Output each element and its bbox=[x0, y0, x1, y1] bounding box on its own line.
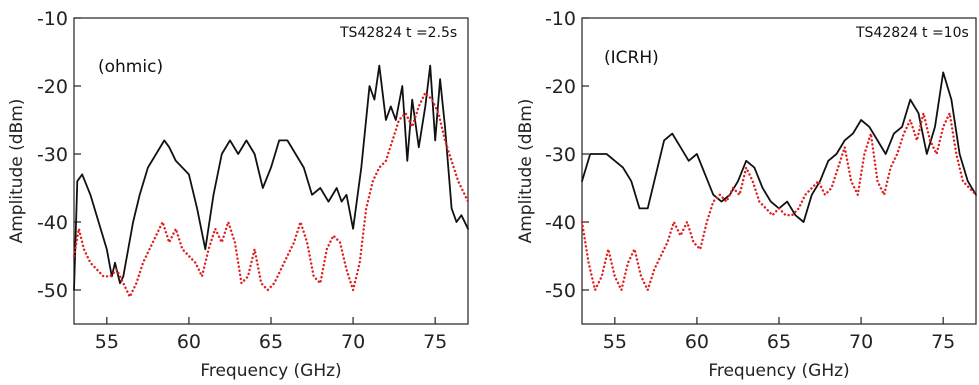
series-line-solid bbox=[581, 71, 977, 223]
x-tick-label: 70 bbox=[341, 331, 365, 353]
y-axis-label: Amplitude (dBm) bbox=[516, 99, 536, 244]
x-axis-label: Frequency (GHz) bbox=[200, 361, 341, 381]
y-tick-label: -10 bbox=[37, 8, 68, 30]
tick-group: 55 60 65 70 75 -10 -20 -30 -40 -50 bbox=[545, 8, 955, 353]
x-tick-label: 75 bbox=[423, 331, 447, 353]
x-axis-label: Frequency (GHz) bbox=[708, 361, 849, 381]
x-tick-label: 65 bbox=[767, 331, 791, 353]
shot-annotation: TS42824 bbox=[855, 25, 918, 41]
series-group bbox=[580, 71, 978, 292]
panel-ohmic: 55 60 65 70 75 -10 -20 -30 -40 -50 TS42824 t =2.5… bbox=[7, 8, 470, 381]
y-tick-label: -50 bbox=[545, 280, 576, 302]
y-tick-label: -30 bbox=[37, 144, 68, 166]
series-group bbox=[72, 64, 470, 298]
panel-label: (ICRH) bbox=[604, 48, 659, 68]
x-tick-label: 75 bbox=[931, 331, 955, 353]
x-tick-label: 70 bbox=[849, 331, 873, 353]
y-tick-label: -20 bbox=[545, 76, 576, 98]
x-tick-label: 60 bbox=[685, 331, 709, 353]
y-tick-label: -30 bbox=[545, 144, 576, 166]
panel-icrh: 55 60 65 70 75 -10 -20 -30 -40 -50 TS42824 t =10s… bbox=[516, 8, 978, 381]
x-tick-label: 55 bbox=[95, 331, 119, 353]
time-annotation: t =2.5s bbox=[406, 25, 457, 41]
y-tick-label: -10 bbox=[545, 8, 576, 30]
y-tick-label: -50 bbox=[37, 280, 68, 302]
series-line-solid bbox=[73, 64, 469, 291]
y-tick-label: -40 bbox=[545, 212, 576, 234]
x-tick-label: 65 bbox=[259, 331, 283, 353]
y-tick-label: -40 bbox=[37, 212, 68, 234]
x-tick-label: 60 bbox=[177, 331, 201, 353]
series-line-dotted bbox=[580, 111, 978, 292]
panel-label: (ohmic) bbox=[98, 57, 163, 77]
y-tick-label: -20 bbox=[37, 76, 68, 98]
y-axis-label: Amplitude (dBm) bbox=[7, 99, 27, 244]
time-annotation: t =10s bbox=[922, 25, 969, 41]
series-line-dotted bbox=[72, 91, 470, 298]
x-tick-label: 55 bbox=[603, 331, 627, 353]
shot-annotation: TS42824 bbox=[339, 25, 402, 41]
